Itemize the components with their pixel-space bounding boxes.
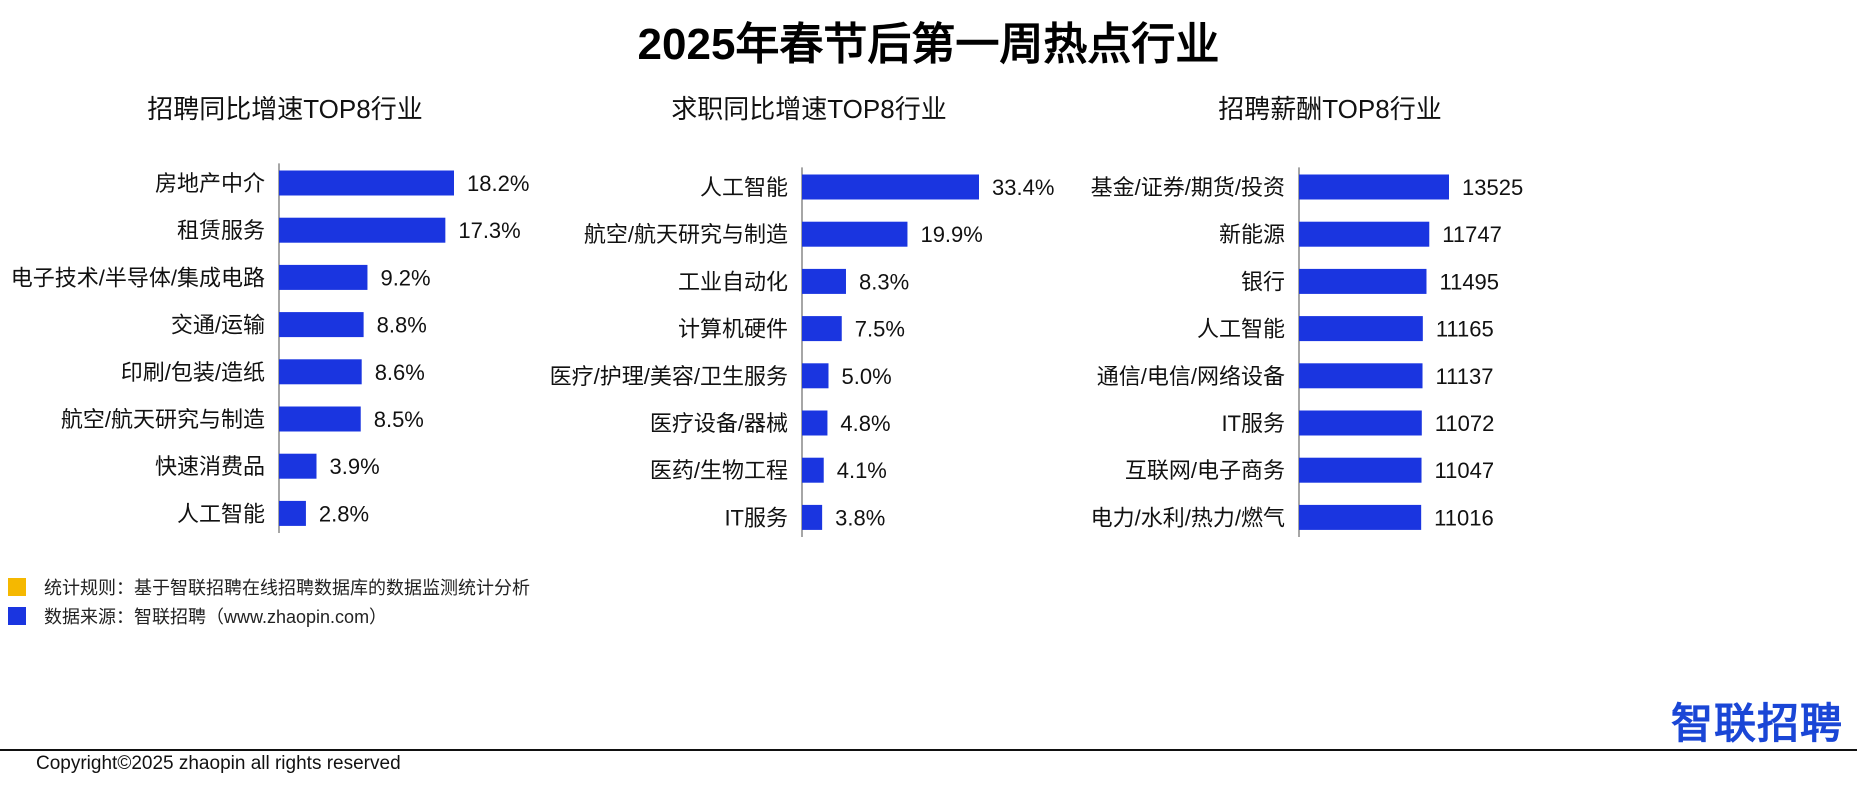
category-label: 快速消费品 [155, 454, 265, 479]
category-label: 医疗设备/器械 [650, 411, 788, 436]
footer-divider [0, 749, 1857, 751]
category-label: 工业自动化 [678, 269, 788, 294]
category-label: 人工智能 [1197, 317, 1285, 342]
value-label: 11137 [1436, 364, 1494, 389]
bar [1299, 316, 1423, 342]
value-label: 8.8% [377, 313, 427, 338]
chart-title: 招聘同比增速TOP8行业 [147, 94, 422, 124]
category-label: 人工智能 [700, 175, 788, 200]
bar [802, 363, 829, 389]
page-title: 2025年春节后第一周热点行业 [637, 20, 1220, 69]
category-label: 航空/航天研究与制造 [61, 407, 265, 432]
category-label: 通信/电信/网络设备 [1097, 364, 1285, 389]
value-label: 3.8% [835, 505, 885, 530]
category-label: IT服务 [724, 505, 788, 530]
value-label: 33.4% [992, 175, 1054, 200]
bar [279, 217, 446, 243]
bar [279, 406, 361, 432]
category-label: 航空/航天研究与制造 [584, 222, 788, 247]
value-label: 5.0% [841, 364, 891, 389]
bar [279, 264, 368, 290]
category-label: 电力/水利/热力/燃气 [1091, 505, 1285, 530]
chart-title: 求职同比增速TOP8行业 [671, 94, 946, 124]
category-label: 医疗/护理/美容/卫生服务 [550, 364, 788, 389]
bar [279, 453, 317, 479]
value-label: 11747 [1442, 222, 1502, 247]
category-label: 人工智能 [177, 501, 265, 526]
bar [1299, 174, 1449, 200]
value-label: 19.9% [920, 222, 982, 247]
value-label: 8.6% [375, 360, 425, 385]
value-label: 11495 [1439, 269, 1499, 294]
value-label: 11016 [1434, 505, 1494, 530]
value-label: 11072 [1435, 411, 1495, 436]
stat-rule-text: 统计规则：基于智联招聘在线招聘数据库的数据监测统计分析 [44, 578, 530, 598]
bar [802, 457, 824, 483]
value-label: 8.5% [374, 407, 424, 432]
value-label: 11165 [1436, 317, 1494, 342]
legend-stat-rule: 统计规则：基于智联招聘在线招聘数据库的数据监测统计分析 [8, 576, 530, 598]
value-label: 3.9% [330, 454, 380, 479]
copyright-text: Copyright©2025 zhaopin all rights reserv… [36, 753, 401, 774]
stat-rule-swatch [8, 578, 26, 596]
bar [1299, 268, 1427, 294]
data-source-swatch [8, 607, 26, 625]
bar [802, 268, 846, 294]
bar [1299, 457, 1422, 483]
bar [802, 316, 842, 342]
value-label: 7.5% [855, 317, 905, 342]
category-label: IT服务 [1221, 411, 1285, 436]
category-label: 计算机硬件 [678, 317, 788, 342]
bar [279, 170, 454, 196]
value-label: 2.8% [319, 501, 369, 526]
bar [802, 410, 828, 436]
bar [1299, 221, 1430, 247]
value-label: 4.1% [837, 458, 887, 483]
value-label: 8.3% [859, 269, 909, 294]
value-label: 9.2% [380, 265, 430, 290]
bar [1299, 504, 1422, 530]
chart-title: 招聘薪酬TOP8行业 [1218, 94, 1441, 124]
category-label: 交通/运输 [171, 313, 265, 338]
bar [802, 174, 979, 200]
category-label: 互联网/电子商务 [1125, 458, 1285, 483]
legend-data-source: 数据来源：智联招聘（www.zhaopin.com） [8, 605, 387, 627]
bar [802, 221, 908, 247]
data-source-text: 数据来源：智联招聘（www.zhaopin.com） [44, 607, 388, 627]
value-label: 4.8% [840, 411, 890, 436]
bar [279, 359, 362, 385]
category-label: 印刷/包装/造纸 [121, 360, 265, 385]
bar [1299, 363, 1423, 389]
bar [279, 500, 306, 526]
category-label: 医药/生物工程 [650, 458, 788, 483]
value-label: 17.3% [458, 218, 520, 243]
bar [279, 312, 364, 338]
bar [1299, 410, 1422, 436]
category-label: 电子技术/半导体/集成电路 [11, 265, 265, 290]
category-label: 租赁服务 [177, 218, 265, 243]
category-label: 基金/证券/期货/投资 [1091, 175, 1285, 200]
value-label: 13525 [1462, 175, 1523, 200]
value-label: 18.2% [467, 171, 529, 196]
category-label: 房地产中介 [155, 171, 265, 196]
category-label: 银行 [1241, 269, 1285, 294]
category-label: 新能源 [1219, 222, 1285, 247]
value-label: 11047 [1435, 458, 1495, 483]
zhaopin-logo: 智联招聘 [1670, 700, 1843, 747]
bar [802, 504, 823, 530]
